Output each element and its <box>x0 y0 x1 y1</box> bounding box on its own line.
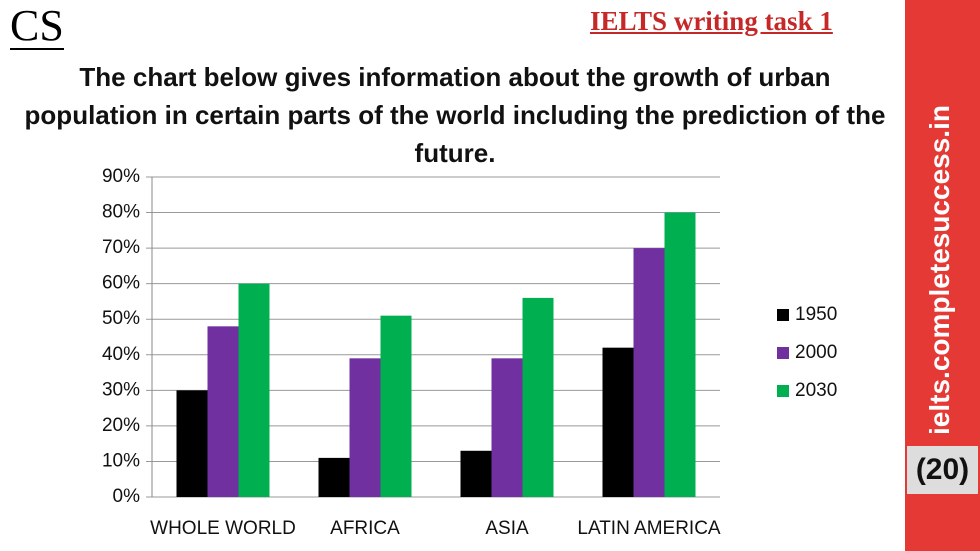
y-tick-label: 40% <box>102 344 140 365</box>
bar <box>318 457 350 497</box>
x-tick-label: ASIA <box>485 518 529 539</box>
bar <box>349 358 381 497</box>
chart: 0% 10% 20% 30% 40% 50% 60% 70% 80% 90% WHOLE WORLD… <box>102 166 837 539</box>
logo: CS <box>10 1 64 50</box>
page-number: (20) <box>907 446 978 494</box>
bar <box>664 212 696 498</box>
legend-swatch <box>777 347 789 359</box>
bar <box>238 283 270 497</box>
bar <box>633 248 665 497</box>
y-tick-label: 80% <box>102 202 140 223</box>
bar <box>491 358 523 497</box>
chart-title: The chart below gives information about … <box>24 62 886 168</box>
bar <box>522 297 554 497</box>
y-tick-label: 20% <box>102 415 140 436</box>
bar <box>460 450 492 497</box>
x-tick-label: WHOLE WORLD <box>150 518 296 539</box>
x-tick-label: LATIN AMERICA <box>577 518 721 539</box>
y-tick-label: 90% <box>102 166 140 187</box>
y-tick-label: 30% <box>102 379 140 400</box>
legend-swatch <box>777 385 789 397</box>
task-label: IELTS writing task 1 <box>590 6 833 36</box>
y-tick-label: 50% <box>102 308 140 329</box>
bar <box>380 315 412 497</box>
y-tick-label: 60% <box>102 273 140 294</box>
y-tick-label: 10% <box>102 450 140 471</box>
bar <box>602 347 634 497</box>
y-tick-label: 0% <box>113 486 141 507</box>
bar <box>207 326 239 497</box>
site-label: ielts.completesuccess.in <box>924 105 955 435</box>
legend-label: 2030 <box>795 380 837 401</box>
legend-label: 2000 <box>795 342 837 363</box>
x-tick-label: AFRICA <box>330 518 400 539</box>
legend-swatch <box>777 309 789 321</box>
y-tick-label: 70% <box>102 237 140 258</box>
bar <box>176 390 208 497</box>
legend-label: 1950 <box>795 304 837 325</box>
